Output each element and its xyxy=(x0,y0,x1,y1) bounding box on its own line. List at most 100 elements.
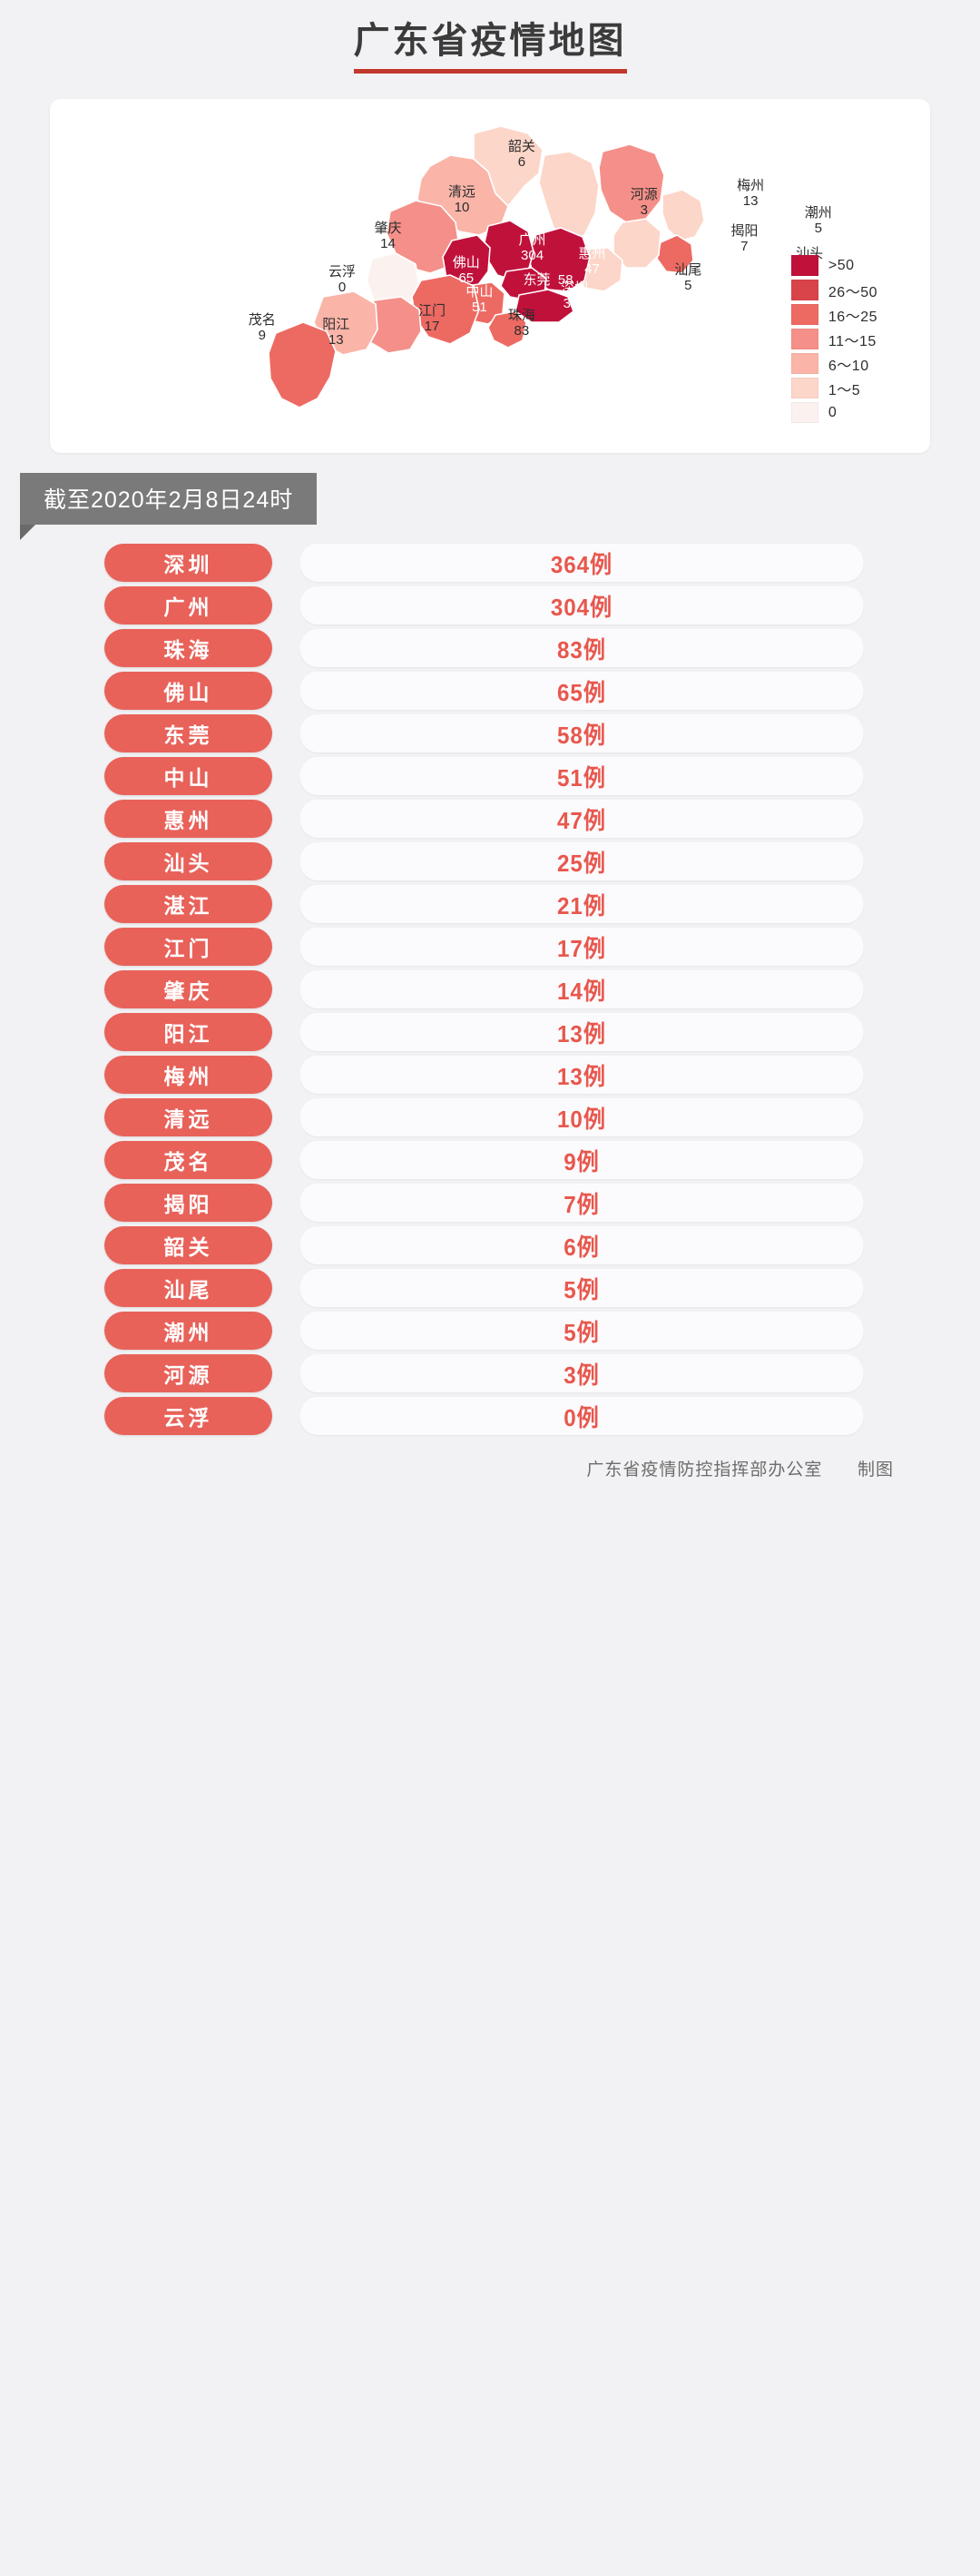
guangdong-map xyxy=(268,125,705,408)
city-value: 13例 xyxy=(299,1013,864,1051)
footer-credit: 广东省疫情防控指挥部办公室 制图 xyxy=(0,1440,980,1508)
region-chaozhou xyxy=(662,189,705,241)
table-row: 云浮 0例 xyxy=(104,1397,885,1435)
title-section: 广东省疫情地图 xyxy=(0,0,980,83)
city-name: 河源 xyxy=(104,1354,272,1392)
city-value: 10例 xyxy=(299,1098,864,1136)
city-name: 中山 xyxy=(104,757,272,795)
region-heyuan xyxy=(538,151,600,241)
page-title: 广东省疫情地图 xyxy=(353,20,627,74)
city-name: 江门 xyxy=(104,928,272,966)
table-row: 清远 10例 xyxy=(104,1098,885,1136)
city-name: 揭阳 xyxy=(104,1184,272,1222)
table-row: 深圳 364例 xyxy=(104,544,885,582)
legend-label: >50 xyxy=(828,257,855,273)
city-name: 深圳 xyxy=(104,544,272,582)
table-row: 潮州 5例 xyxy=(104,1312,885,1350)
legend-item: 16～25 xyxy=(790,302,877,327)
region-shenzhen xyxy=(514,289,574,323)
date-banner: 截至2020年2月8日24时 xyxy=(20,473,318,540)
city-name: 韶关 xyxy=(104,1226,272,1264)
legend-swatch xyxy=(790,378,818,398)
city-value: 9例 xyxy=(299,1141,864,1179)
city-value: 14例 xyxy=(299,970,864,1008)
region-zhanjiang xyxy=(268,321,337,408)
table-row: 广州 304例 xyxy=(104,586,885,624)
region-jiangmen xyxy=(411,274,480,345)
table-row: 东莞 58例 xyxy=(104,714,885,752)
city-name: 潮州 xyxy=(104,1312,272,1350)
legend-item: 1～5 xyxy=(790,376,877,400)
table-row: 梅州 13例 xyxy=(104,1056,885,1094)
date-banner-section: 截至2020年2月8日24时 xyxy=(0,473,980,540)
city-name: 东莞 xyxy=(104,714,272,752)
city-value: 17例 xyxy=(299,928,864,966)
city-value: 5例 xyxy=(299,1269,864,1307)
table-row: 珠海 83例 xyxy=(104,629,885,667)
legend-label: 26～50 xyxy=(828,284,877,300)
region-jieyang xyxy=(612,218,662,269)
footer-source: 广东省疫情防控指挥部办公室 xyxy=(586,1460,823,1480)
city-value: 5例 xyxy=(299,1312,864,1350)
legend-swatch xyxy=(790,280,818,300)
city-value: 21例 xyxy=(299,885,864,923)
city-name: 惠州 xyxy=(104,800,272,838)
legend-swatch xyxy=(790,255,818,276)
table-row: 揭阳 7例 xyxy=(104,1184,885,1222)
legend-label: 16～25 xyxy=(828,309,877,325)
city-name: 肇庆 xyxy=(104,970,272,1008)
region-shaoguan xyxy=(473,125,544,207)
legend-label: 0 xyxy=(828,404,838,420)
city-name: 广州 xyxy=(104,586,272,624)
city-name: 珠海 xyxy=(104,629,272,667)
footer-credit-label: 制图 xyxy=(857,1460,894,1480)
table-row: 河源 3例 xyxy=(104,1354,885,1392)
legend-label: 6～10 xyxy=(828,358,869,374)
table-row: 韶关 6例 xyxy=(104,1226,885,1264)
city-value: 47例 xyxy=(299,800,864,838)
city-name: 清远 xyxy=(104,1098,272,1136)
legend-item: >50 xyxy=(790,253,877,278)
city-value: 83例 xyxy=(299,629,864,667)
map-legend: >50 26～50 16～25 11～15 6～10 1～5 xyxy=(790,253,877,425)
legend-item: 11～15 xyxy=(790,327,877,351)
legend-swatch xyxy=(790,402,818,423)
table-row: 中山 51例 xyxy=(104,757,885,795)
table-row: 阳江 13例 xyxy=(104,1013,885,1051)
legend-item: 6～10 xyxy=(790,351,877,376)
table-row: 肇庆 14例 xyxy=(104,970,885,1008)
city-value: 304例 xyxy=(299,586,864,624)
map-card: 韶关 6 清远 10 河源 3 梅州 13 潮州 5 汕头 25 揭阳 7 肇庆 xyxy=(50,99,930,453)
city-value: 6例 xyxy=(299,1226,864,1264)
city-value: 364例 xyxy=(299,544,864,582)
legend-label: 11～15 xyxy=(828,333,877,349)
table-row: 江门 17例 xyxy=(104,928,885,966)
table-row: 佛山 65例 xyxy=(104,672,885,710)
city-value: 13例 xyxy=(299,1056,864,1094)
city-name: 阳江 xyxy=(104,1013,272,1051)
legend-swatch xyxy=(790,304,818,325)
legend-swatch xyxy=(790,329,818,349)
city-name: 茂名 xyxy=(104,1141,272,1179)
city-value: 7例 xyxy=(299,1184,864,1222)
table-row: 惠州 47例 xyxy=(104,800,885,838)
table-row: 汕头 25例 xyxy=(104,842,885,880)
city-name: 梅州 xyxy=(104,1056,272,1094)
city-name: 汕尾 xyxy=(104,1269,272,1307)
legend-item: 26～50 xyxy=(790,278,877,302)
city-name: 佛山 xyxy=(104,672,272,710)
city-value: 65例 xyxy=(299,672,864,710)
city-case-table: 深圳 364例 广州 304例 珠海 83例 佛山 65例 东莞 58例 中山 … xyxy=(104,544,885,1435)
table-row: 茂名 9例 xyxy=(104,1141,885,1179)
region-huizhou xyxy=(527,227,591,292)
city-value: 51例 xyxy=(299,757,864,795)
region-zhuhai xyxy=(487,310,527,349)
city-value: 0例 xyxy=(299,1397,864,1435)
city-value: 3例 xyxy=(299,1354,864,1392)
city-name: 汕头 xyxy=(104,842,272,880)
legend-item: 0 xyxy=(790,400,877,425)
table-row: 汕尾 5例 xyxy=(104,1269,885,1307)
region-shantou xyxy=(656,234,694,274)
table-row: 湛江 21例 xyxy=(104,885,885,923)
